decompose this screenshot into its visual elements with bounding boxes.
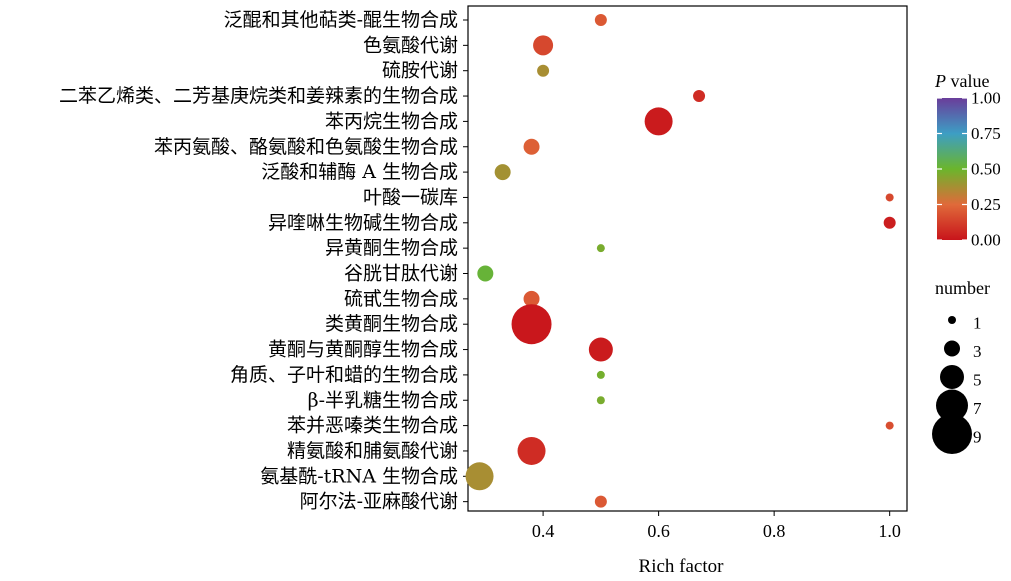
data-point [523,290,540,307]
data-point [594,495,607,508]
data-point [511,304,552,345]
data-point [517,436,546,465]
category-label: 精氨酸和脯氨酸代谢 [287,440,458,462]
size-legend-label: 9 [973,428,982,447]
data-point [594,14,607,26]
x-tick-label: 0.8 [763,521,786,541]
category-label: 类黄酮生物合成 [325,313,458,335]
category-label: 色氨酸代谢 [363,34,458,56]
x-axis-title: Rich factor [639,556,725,577]
data-point [537,64,550,77]
size-legend-dot [940,365,964,389]
category-label: 硫胺代谢 [382,60,458,82]
data-point [885,421,894,430]
data-point [588,337,613,362]
number-legend: number 1 3 5 7 9 [932,278,990,454]
x-axis: 0.4 0.6 0.8 1.0 [532,511,901,541]
data-point [644,107,673,136]
category-label: 异黄酮生物合成 [325,237,458,259]
colorbar-tick-label: 0.00 [971,231,1001,250]
p-value-legend: P value 1.00 0.75 0.50 0.25 0.00 [934,71,1001,250]
p-value-legend-title: P value [934,71,989,91]
category-label: 泛酸和辅酶 A 生物合成 [261,161,458,183]
category-label: 苯丙烷生物合成 [325,110,458,132]
colorbar-tick-label: 1.00 [971,89,1001,108]
data-points [465,14,896,508]
colorbar-tick-label: 0.75 [971,124,1001,143]
data-point [465,462,494,491]
category-label: 苯丙氨酸、酪氨酸和色氨酸生物合成 [154,136,458,158]
size-legend-dot [948,316,956,324]
category-label: 氨基酰-tRNA 生物合成 [260,465,458,487]
size-legend-label: 1 [973,314,982,333]
category-labels: 泛醌和其他萜类-醌生物合成色氨酸代谢硫胺代谢二苯乙烯类、二芳基庚烷类和姜辣素的生… [59,9,458,513]
data-point [883,216,896,229]
category-label: 谷胱甘肽代谢 [344,263,458,285]
data-point [596,244,605,253]
data-point [523,138,540,155]
category-label: 二苯乙烯类、二芳基庚烷类和姜辣素的生物合成 [59,85,458,107]
size-legend-label: 7 [973,399,982,418]
category-label: 苯并恶嗪类生物合成 [287,415,458,437]
p-value-colorbar-ticks: 1.00 0.75 0.50 0.25 0.00 [937,89,1001,250]
data-point [596,370,605,379]
size-legend-dot [936,389,968,422]
data-point [885,193,894,202]
data-point [477,265,494,282]
number-legend-title: number [935,278,990,298]
category-label: 角质、子叶和蜡的生物合成 [230,364,458,386]
x-tick-label: 0.4 [532,521,555,541]
data-point [693,90,706,103]
number-legend-items: 1 3 5 7 9 [932,314,982,454]
data-point [596,396,605,405]
size-legend-dot [944,340,960,357]
colorbar-tick-label: 0.25 [971,195,1001,214]
category-label: β-半乳糖生物合成 [308,389,458,411]
x-tick-label: 0.6 [647,521,670,541]
y-axis-ticks [463,19,468,503]
size-legend-dot [932,414,972,454]
category-label: 异喹啉生物碱生物合成 [268,212,458,234]
category-label: 硫甙生物合成 [344,288,458,310]
size-legend-label: 3 [973,342,982,361]
size-legend-label: 5 [973,371,982,390]
category-label: 叶酸一碳库 [363,186,458,208]
category-label: 泛醌和其他萜类-醌生物合成 [224,9,458,31]
data-point [494,164,511,181]
category-label: 阿尔法-亚麻酸代谢 [300,491,458,513]
category-label: 黄酮与黄酮醇生物合成 [268,339,458,361]
plot-panel [467,5,908,512]
data-point [533,35,554,56]
x-tick-label: 1.0 [878,521,901,541]
colorbar-tick-label: 0.50 [971,160,1001,179]
